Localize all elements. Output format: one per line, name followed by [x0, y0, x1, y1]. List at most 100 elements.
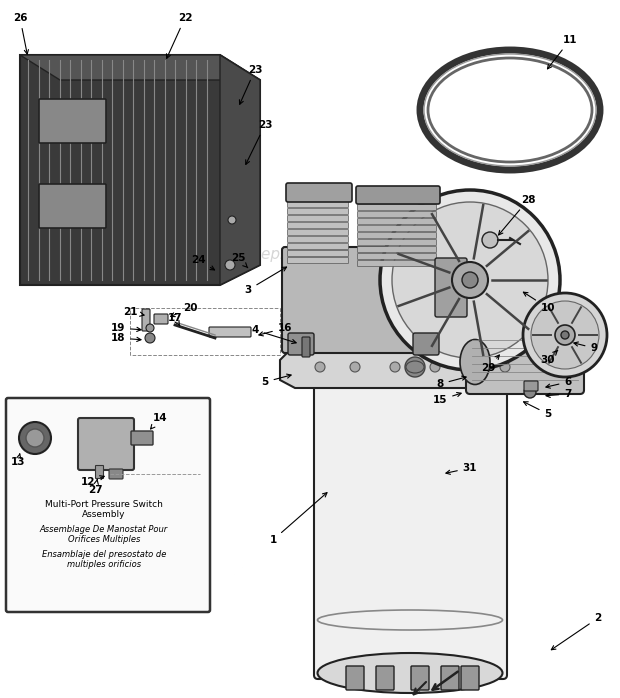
FancyBboxPatch shape — [95, 466, 104, 479]
Polygon shape — [20, 55, 260, 285]
FancyBboxPatch shape — [358, 218, 436, 225]
Text: 15: 15 — [433, 392, 461, 405]
Circle shape — [350, 362, 360, 372]
FancyBboxPatch shape — [288, 223, 348, 228]
Text: 1: 1 — [269, 493, 327, 545]
Circle shape — [430, 362, 440, 372]
FancyBboxPatch shape — [358, 225, 436, 232]
Circle shape — [531, 301, 599, 369]
Circle shape — [228, 216, 236, 224]
Circle shape — [380, 190, 560, 370]
FancyBboxPatch shape — [288, 333, 314, 355]
Text: 10: 10 — [523, 292, 556, 313]
FancyBboxPatch shape — [288, 202, 348, 207]
FancyBboxPatch shape — [78, 418, 134, 470]
Text: 20: 20 — [170, 303, 197, 317]
Text: 30: 30 — [541, 350, 558, 365]
Text: eReplacementParts.com: eReplacementParts.com — [241, 247, 428, 262]
Circle shape — [482, 232, 498, 248]
Circle shape — [392, 202, 548, 358]
Polygon shape — [280, 345, 550, 388]
Text: 18: 18 — [111, 333, 141, 343]
Text: 12: 12 — [81, 476, 104, 487]
Circle shape — [465, 362, 475, 372]
Text: Assemblage De Manostat Pour
Orifices Multiples: Assemblage De Manostat Pour Orifices Mul… — [40, 525, 168, 544]
Circle shape — [462, 272, 478, 288]
Text: 23: 23 — [239, 65, 262, 104]
FancyBboxPatch shape — [142, 309, 150, 331]
Text: Multi-Port Pressure Switch
Assembly: Multi-Port Pressure Switch Assembly — [45, 500, 163, 519]
Text: 19: 19 — [111, 323, 141, 333]
FancyBboxPatch shape — [413, 333, 439, 355]
Text: 14: 14 — [151, 413, 167, 429]
FancyBboxPatch shape — [411, 666, 429, 690]
Polygon shape — [220, 55, 260, 285]
Circle shape — [19, 422, 51, 454]
FancyBboxPatch shape — [288, 251, 348, 256]
Text: 21: 21 — [123, 307, 144, 317]
FancyBboxPatch shape — [461, 666, 479, 690]
FancyBboxPatch shape — [39, 99, 106, 143]
FancyBboxPatch shape — [288, 258, 348, 264]
FancyBboxPatch shape — [356, 186, 440, 204]
FancyBboxPatch shape — [524, 381, 538, 391]
Text: 23: 23 — [246, 120, 272, 165]
Circle shape — [452, 262, 488, 298]
Text: 9: 9 — [574, 342, 598, 353]
FancyBboxPatch shape — [209, 327, 251, 337]
FancyBboxPatch shape — [466, 331, 584, 394]
Circle shape — [390, 362, 400, 372]
FancyBboxPatch shape — [288, 237, 348, 242]
Circle shape — [225, 260, 235, 270]
Text: 25: 25 — [231, 253, 248, 268]
Text: 5: 5 — [524, 402, 552, 419]
FancyBboxPatch shape — [39, 184, 106, 228]
Circle shape — [561, 331, 569, 339]
Text: 7: 7 — [546, 389, 572, 399]
Text: 31: 31 — [446, 463, 477, 475]
FancyBboxPatch shape — [358, 211, 436, 218]
FancyBboxPatch shape — [376, 666, 394, 690]
FancyBboxPatch shape — [302, 337, 310, 357]
Text: 8: 8 — [436, 376, 466, 389]
Text: 11: 11 — [547, 35, 577, 69]
Ellipse shape — [317, 653, 502, 693]
FancyBboxPatch shape — [441, 666, 459, 690]
FancyBboxPatch shape — [282, 247, 448, 353]
Circle shape — [26, 429, 44, 447]
Text: 26: 26 — [13, 13, 29, 54]
FancyBboxPatch shape — [346, 666, 364, 690]
Circle shape — [555, 325, 575, 345]
Circle shape — [405, 357, 425, 377]
FancyBboxPatch shape — [286, 183, 352, 202]
FancyBboxPatch shape — [288, 230, 348, 235]
FancyBboxPatch shape — [288, 244, 348, 249]
Text: 29: 29 — [481, 355, 499, 373]
Text: 24: 24 — [191, 255, 215, 270]
Text: 2: 2 — [551, 613, 601, 650]
Text: 6: 6 — [546, 377, 572, 388]
FancyBboxPatch shape — [288, 209, 348, 214]
FancyBboxPatch shape — [154, 314, 168, 324]
FancyBboxPatch shape — [358, 253, 436, 260]
FancyBboxPatch shape — [288, 195, 348, 200]
FancyBboxPatch shape — [109, 469, 123, 479]
Circle shape — [523, 293, 607, 377]
FancyBboxPatch shape — [6, 398, 210, 612]
Text: 16: 16 — [259, 323, 292, 336]
Polygon shape — [20, 55, 260, 80]
FancyBboxPatch shape — [435, 258, 467, 317]
Circle shape — [500, 362, 510, 372]
FancyBboxPatch shape — [358, 198, 436, 204]
Circle shape — [315, 362, 325, 372]
FancyBboxPatch shape — [288, 216, 348, 221]
FancyBboxPatch shape — [131, 431, 153, 445]
Circle shape — [145, 333, 155, 343]
Text: 28: 28 — [498, 195, 535, 235]
Text: Ensamblaje del presostato de
multiples orificios: Ensamblaje del presostato de multiples o… — [42, 550, 166, 570]
FancyBboxPatch shape — [358, 239, 436, 246]
Text: 4: 4 — [251, 325, 296, 343]
Ellipse shape — [317, 333, 502, 361]
FancyBboxPatch shape — [358, 260, 436, 267]
Text: 3: 3 — [244, 267, 286, 295]
